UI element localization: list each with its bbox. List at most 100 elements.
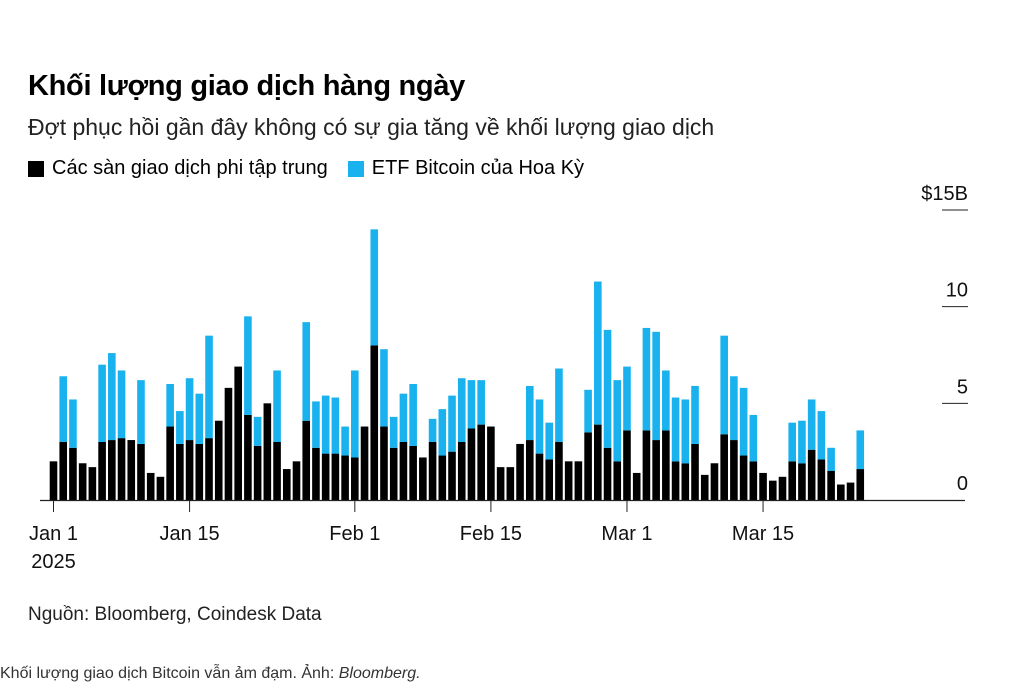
bar-etf [448, 395, 456, 452]
bar-dex [496, 467, 505, 500]
bar-etf [584, 389, 592, 433]
bar-etf [195, 393, 204, 444]
bar-dex [127, 440, 136, 500]
bar-dex [749, 461, 758, 500]
bar-dex [438, 455, 447, 500]
bar-etf [807, 399, 816, 450]
bar-dex [594, 424, 602, 500]
bar-dex [555, 442, 563, 500]
y-tick-label: 5 [957, 376, 968, 398]
bar-dex [78, 463, 87, 500]
bar-etf [108, 353, 116, 441]
bar-dex [156, 476, 165, 500]
bar-etf [798, 420, 806, 464]
x-tick-label: Feb 1 [329, 523, 380, 545]
bar-dex [739, 455, 748, 500]
bar-etf [166, 384, 174, 427]
caption-text: Khối lượng giao dịch Bitcoin vẫn ảm đạm.… [0, 665, 339, 682]
bar-dex [360, 426, 369, 500]
bar-dex [584, 432, 592, 500]
bar-etf [428, 418, 437, 442]
bar-dex [69, 447, 77, 500]
bar-dex [137, 443, 145, 500]
bar-etf [351, 370, 359, 458]
bar-dex [642, 430, 651, 500]
legend-swatch-dex [28, 160, 44, 177]
bar-dex [88, 467, 97, 500]
bar-etf [613, 380, 622, 462]
x-tick-label: Jan 15 [160, 523, 220, 545]
bar-dex [389, 447, 398, 500]
bar-dex [409, 445, 417, 500]
bar-etf [691, 385, 699, 444]
bar-dex [98, 442, 106, 500]
bar-etf [477, 380, 485, 425]
bar-etf [98, 364, 106, 442]
bar-etf [185, 378, 194, 441]
bar-etf [389, 416, 398, 448]
bar-dex [545, 459, 554, 500]
bar-dex [759, 472, 767, 500]
bar-dex [467, 428, 476, 500]
bar-etf [535, 399, 544, 454]
bar-dex [574, 461, 583, 500]
bar-etf [671, 397, 680, 462]
bar-dex [59, 442, 68, 500]
bar-etf [720, 335, 728, 435]
bar-etf [244, 316, 252, 415]
bar-dex [263, 403, 272, 500]
legend-label-etf: ETF Bitcoin của Hoa Kỳ [371, 157, 585, 179]
bar-dex [603, 447, 612, 500]
bar-dex [224, 387, 233, 500]
bar-dex [700, 474, 709, 500]
bar-dex [671, 461, 680, 500]
legend-label-dex: Các sàn giao dịch phi tập trung [52, 157, 328, 179]
bar-dex [817, 459, 826, 500]
bar-dex [710, 463, 719, 500]
bar-etf [176, 411, 184, 444]
bar-dex [292, 461, 301, 500]
bar-dex [691, 443, 699, 500]
bar-dex [331, 453, 340, 500]
bar-etf [69, 399, 77, 448]
bar-etf [205, 335, 213, 439]
bar-dex [419, 457, 427, 500]
x-tick-label: Mar 15 [732, 523, 794, 545]
bar-dex [768, 480, 777, 500]
bar-etf [380, 349, 388, 427]
bar-dex [564, 461, 573, 500]
bar-etf [642, 327, 651, 431]
bar-etf [399, 393, 408, 442]
bar-etf [594, 281, 602, 425]
bar-etf [545, 422, 554, 460]
legend-swatch-etf [347, 160, 364, 177]
bar-dex [185, 440, 194, 500]
bar-dex [341, 455, 349, 500]
legend-item-dex: Các sàn giao dịch phi tập trung [28, 157, 328, 180]
bar-etf [302, 322, 311, 421]
bar-etf [370, 229, 379, 346]
bar-etf [331, 397, 340, 454]
bar-dex [166, 426, 174, 500]
bar-etf [525, 385, 534, 441]
bar-dex [146, 472, 155, 500]
bar-dex [623, 430, 631, 500]
x-tick-label: Jan 1 [29, 523, 78, 545]
x-tick-label: Feb 15 [460, 523, 522, 545]
legend-item-etf: ETF Bitcoin của Hoa Kỳ [347, 157, 585, 180]
bar-dex [525, 440, 534, 500]
bar-dex [506, 467, 515, 500]
bar-dex [234, 366, 242, 500]
bar-etf [739, 387, 748, 456]
bar-dex [253, 445, 262, 500]
y-tick-label: 10 [946, 280, 968, 302]
bar-dex [117, 438, 126, 500]
bar-dex [788, 461, 797, 500]
bar-dex [720, 434, 728, 500]
x-tick-label: Mar 1 [601, 523, 652, 545]
bar-etf [312, 401, 320, 448]
bar-etf [467, 380, 476, 429]
bar-dex [312, 447, 320, 500]
bar-dex [302, 420, 311, 500]
